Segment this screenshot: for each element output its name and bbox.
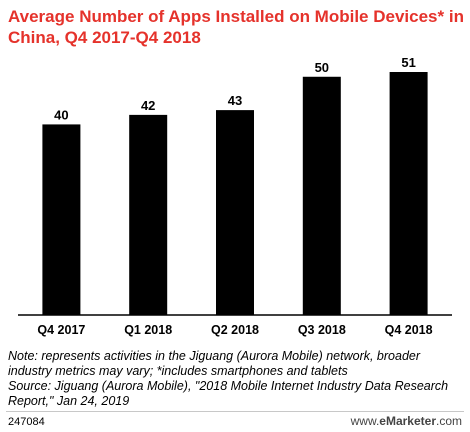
bar-chart: 40 Q4 2017 42 Q1 2018 43 Q2 2018 50 Q3 2018 51 Q4… bbox=[18, 55, 452, 337]
x-tick-label: Q4 2018 bbox=[385, 323, 433, 337]
x-tick-label: Q4 2017 bbox=[37, 323, 85, 337]
data-label: 50 bbox=[315, 60, 329, 75]
x-tick-label: Q3 2018 bbox=[298, 323, 346, 337]
logo-brand: eMarketer bbox=[379, 414, 436, 428]
chart-id: 247084 bbox=[8, 416, 45, 428]
footer-divider bbox=[6, 411, 464, 412]
logo-suffix: .com bbox=[435, 414, 462, 428]
bar-q4-2018 bbox=[389, 72, 428, 315]
data-label: 42 bbox=[141, 98, 155, 113]
x-tick-label: Q2 2018 bbox=[211, 323, 259, 337]
bar-q3-2018 bbox=[302, 76, 341, 315]
bar-q4-2017 bbox=[42, 124, 81, 315]
chart-notes: Note: represents activities in the Jigua… bbox=[8, 349, 464, 409]
bar-q1-2018 bbox=[129, 114, 168, 315]
bar-q2-2018 bbox=[216, 110, 254, 315]
source-text: Source: Jiguang (Aurora Mobile), "2018 M… bbox=[8, 379, 449, 408]
logo-prefix: www. bbox=[350, 414, 380, 428]
x-tick-label: Q1 2018 bbox=[124, 323, 172, 337]
data-label: 43 bbox=[228, 93, 242, 108]
note-text: Note: represents activities in the Jigua… bbox=[8, 349, 421, 378]
chart-title: Average Number of Apps Installed on Mobi… bbox=[8, 7, 464, 47]
data-label: 51 bbox=[401, 55, 415, 70]
emarketer-logo: www.eMarketer.com bbox=[351, 414, 462, 428]
data-label: 40 bbox=[54, 107, 68, 122]
